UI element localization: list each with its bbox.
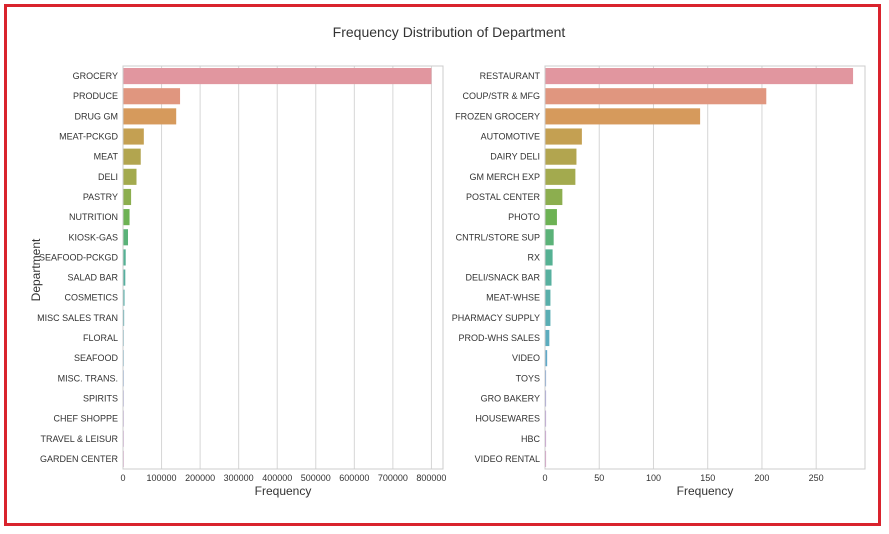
x-tick-label: 700000 xyxy=(378,473,408,483)
bar xyxy=(123,249,126,266)
category-label: TOYS xyxy=(516,373,540,383)
bar xyxy=(545,209,557,226)
x-axis-title: Frequency xyxy=(677,484,734,498)
category-label: SEAFOOD xyxy=(74,353,119,363)
chart-title: Frequency Distribution of Department xyxy=(333,24,566,40)
category-label: MEAT-PCKGD xyxy=(59,132,118,142)
left-panel: 0 100000 200000 300000 400000 500000 600000 700… xyxy=(37,65,446,498)
plot-area-frame xyxy=(122,65,444,470)
bar xyxy=(123,309,125,326)
category-label: SEAFOOD-PCKGD xyxy=(39,252,119,262)
x-tick-label: 400000 xyxy=(262,473,292,483)
bar xyxy=(545,430,547,447)
category-label: FROZEN GROCERY xyxy=(455,111,540,121)
bar xyxy=(545,229,554,246)
bar xyxy=(545,269,552,286)
bar xyxy=(123,128,144,145)
category-label: MEAT-WHSE xyxy=(486,293,540,303)
bar xyxy=(123,188,132,206)
bar xyxy=(545,289,551,306)
category-label: AUTOMOTIVE xyxy=(481,132,540,142)
bar xyxy=(545,108,701,125)
category-label: MISC. TRANS. xyxy=(58,373,118,383)
x-tick-label: 600000 xyxy=(339,473,369,483)
bar xyxy=(545,390,547,407)
x-tick-label: 50 xyxy=(594,473,604,483)
x-tick-label: 100000 xyxy=(147,473,177,483)
x-tick-label: 0 xyxy=(120,473,125,483)
x-axis-title: Frequency xyxy=(255,484,312,498)
x-tick-label: 200000 xyxy=(185,473,215,483)
category-label: SPIRITS xyxy=(83,393,118,403)
category-label: PHOTO xyxy=(508,212,540,222)
x-tick-label: 200 xyxy=(754,473,769,483)
category-label: GROCERY xyxy=(73,71,118,81)
bar xyxy=(545,128,582,145)
x-tick-label: 800000 xyxy=(416,473,446,483)
bar xyxy=(545,188,563,206)
category-label: RX xyxy=(527,252,540,262)
bar xyxy=(123,88,181,105)
category-label: PROD-WHS SALES xyxy=(458,333,540,343)
category-label: SALAD BAR xyxy=(67,273,118,283)
category-label: HOUSEWARES xyxy=(475,414,540,424)
category-label: PRODUCE xyxy=(73,91,118,101)
category-label: MISC SALES TRAN xyxy=(37,313,118,323)
category-label: DRUG GM xyxy=(75,111,119,121)
category-label: CHEF SHOPPE xyxy=(53,414,118,424)
x-tick-label: 500000 xyxy=(301,473,331,483)
bar xyxy=(123,209,130,226)
category-label: COUP/STR & MFG xyxy=(462,91,540,101)
category-label: KIOSK-GAS xyxy=(68,232,118,242)
bar xyxy=(545,370,547,387)
bar xyxy=(545,88,767,105)
category-label: DELI/SNACK BAR xyxy=(465,273,540,283)
bar xyxy=(123,168,137,185)
category-label: TRAVEL & LEISUR xyxy=(40,434,118,444)
category-label: PHARMACY SUPPLY xyxy=(452,313,540,323)
y-axis-title: Department xyxy=(29,238,43,301)
bar xyxy=(545,249,553,266)
bar xyxy=(545,148,577,165)
bar xyxy=(545,410,547,427)
bar xyxy=(545,450,547,467)
bar xyxy=(545,168,576,185)
category-label: NUTRITION xyxy=(69,212,118,222)
bar xyxy=(123,68,432,85)
x-tick-label: 100 xyxy=(646,473,661,483)
x-tick-label: 300000 xyxy=(224,473,254,483)
right-panel: 0 50 100 150 200 250 RESTAURANT COUP/STR & MFG F… xyxy=(452,65,866,498)
category-label: RESTAURANT xyxy=(480,71,541,81)
bar xyxy=(545,350,548,367)
category-label: VIDEO xyxy=(512,353,540,363)
x-tick-label: 250 xyxy=(809,473,824,483)
bar xyxy=(123,269,126,286)
bar xyxy=(123,108,177,125)
x-tick-label: 0 xyxy=(542,473,547,483)
category-label: HBC xyxy=(521,434,541,444)
category-label: POSTAL CENTER xyxy=(466,192,541,202)
x-tick-label: 150 xyxy=(700,473,715,483)
bar xyxy=(545,68,854,85)
bar xyxy=(545,329,550,347)
category-label: GM MERCH EXP xyxy=(469,172,540,182)
plot-area-frame xyxy=(544,65,866,470)
category-label: MEAT xyxy=(94,152,119,162)
bar xyxy=(545,309,551,326)
category-label: PASTRY xyxy=(83,192,118,202)
bar xyxy=(123,148,141,165)
bar xyxy=(123,289,125,306)
category-label: GARDEN CENTER xyxy=(40,454,119,464)
category-label: FLORAL xyxy=(83,333,118,343)
category-label: VIDEO RENTAL xyxy=(475,454,540,464)
bar xyxy=(123,229,129,246)
category-label: GRO BAKERY xyxy=(481,393,540,403)
category-label: COSMETICS xyxy=(64,293,118,303)
category-label: DAIRY DELI xyxy=(490,152,540,162)
category-label: CNTRL/STORE SUP xyxy=(456,232,540,242)
category-label: DELI xyxy=(98,172,118,182)
